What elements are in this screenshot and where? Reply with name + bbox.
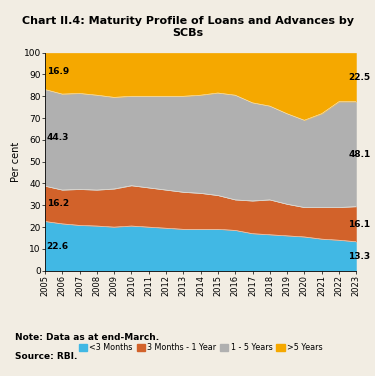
Text: 22.6: 22.6 xyxy=(47,241,69,250)
Text: Note: Data as at end-March.: Note: Data as at end-March. xyxy=(15,333,159,342)
Text: 16.1: 16.1 xyxy=(348,220,370,229)
Y-axis label: Per cent: Per cent xyxy=(11,141,21,182)
Text: 44.3: 44.3 xyxy=(47,133,69,142)
Text: 13.3: 13.3 xyxy=(348,252,370,261)
Text: 48.1: 48.1 xyxy=(348,150,371,159)
Text: Chart II.4: Maturity Profile of Loans and Advances by
SCBs: Chart II.4: Maturity Profile of Loans an… xyxy=(21,16,354,38)
Legend: <3 Months, 3 Months - 1 Year, 1 - 5 Years, >5 Years: <3 Months, 3 Months - 1 Year, 1 - 5 Year… xyxy=(75,340,326,356)
Text: 16.9: 16.9 xyxy=(47,67,69,76)
Text: Source: RBI.: Source: RBI. xyxy=(15,352,77,361)
Text: 16.2: 16.2 xyxy=(47,199,69,208)
Text: 22.5: 22.5 xyxy=(348,73,370,82)
